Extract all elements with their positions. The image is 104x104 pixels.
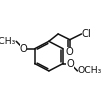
Text: O: O — [66, 59, 74, 69]
Text: O: O — [66, 47, 74, 57]
Text: Cl: Cl — [82, 29, 92, 39]
Text: OCH₃: OCH₃ — [0, 37, 16, 46]
Text: O: O — [20, 44, 27, 54]
Text: OCH₃: OCH₃ — [78, 66, 102, 75]
